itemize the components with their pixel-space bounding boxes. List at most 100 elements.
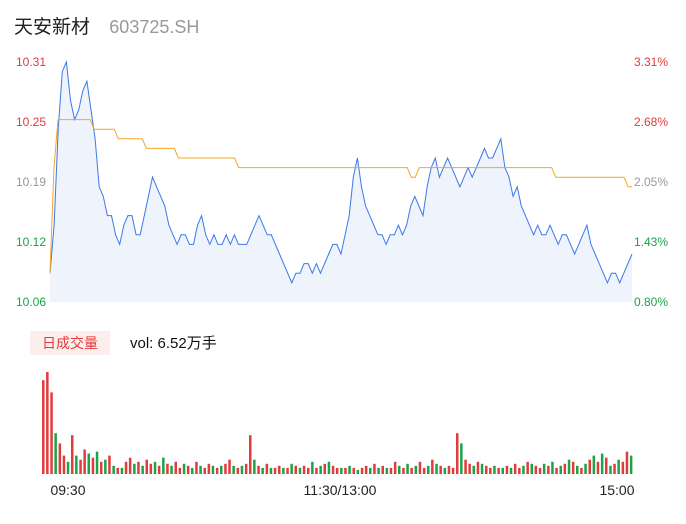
volume-bar (195, 461, 198, 474)
volume-bar (580, 467, 583, 474)
volume-readout: vol: 6.52万手 (130, 335, 217, 352)
volume-bar (402, 467, 405, 474)
volume-bar (50, 392, 53, 474)
volume-bar (592, 455, 596, 474)
volume-bar (393, 461, 397, 474)
volume-bar (199, 465, 202, 474)
volume-bar (493, 465, 496, 474)
daily-volume-tab[interactable]: 日成交量 (30, 331, 110, 355)
volume-bar (240, 465, 244, 474)
volume-bar (327, 461, 331, 474)
volume-bar (584, 463, 587, 474)
volume-bar (149, 463, 153, 474)
volume-bar (431, 459, 434, 474)
volume-bar (344, 467, 347, 474)
volume-bar (406, 463, 409, 474)
right-tick-label: 1.43% (634, 235, 668, 249)
volume-bar (91, 457, 95, 474)
volume-bar (265, 463, 269, 474)
volume-bar (286, 467, 289, 474)
volume-bar (282, 467, 285, 474)
volume-bar (112, 465, 115, 474)
volume-bar (509, 467, 513, 474)
volume-bar (629, 455, 633, 474)
volume-bar (480, 463, 484, 474)
volume-bar (83, 449, 86, 474)
volume-bar (451, 467, 455, 474)
volume-bar (244, 463, 248, 474)
volume-bar (79, 459, 82, 474)
volume-bar (191, 467, 194, 474)
volume-bar (108, 455, 111, 474)
volume-bar (182, 463, 186, 474)
volume-bar (621, 461, 625, 474)
volume-bar (356, 469, 360, 474)
time-tick-label: 09:30 (50, 482, 85, 498)
time-axis-labels: 09:30 11:30/13:00 15:00 (50, 482, 634, 498)
volume-bar (253, 459, 256, 474)
volume-bar (340, 467, 343, 474)
volume-bar (555, 467, 558, 474)
volume-bar (178, 467, 182, 474)
volume-bar (75, 455, 78, 474)
volume-bar (551, 461, 554, 474)
volume-bar (137, 461, 140, 474)
right-axis-labels: 3.31% 2.68% 2.05% 1.43% 0.80% (634, 55, 668, 309)
volume-bar (120, 467, 124, 474)
volume-bar (534, 465, 538, 474)
volume-bar (54, 433, 57, 474)
volume-bar (576, 465, 579, 474)
volume-bar (422, 467, 426, 474)
right-tick-label: 3.31% (634, 55, 668, 69)
volume-bar (373, 463, 376, 474)
volume-bar (530, 463, 533, 474)
volume-bar (464, 459, 467, 474)
volume-bar (315, 467, 318, 474)
volume-bar (207, 463, 211, 474)
volume-bar (447, 465, 451, 474)
right-tick-label: 2.05% (634, 175, 668, 189)
volume-bar (116, 467, 119, 474)
stock-code: 603725.SH (109, 17, 200, 37)
volume-bar (418, 461, 422, 474)
volume-bar (203, 467, 206, 474)
volume-bar (104, 459, 107, 474)
time-tick-label: 11:30/13:00 (304, 482, 377, 498)
volume-bar (228, 459, 231, 474)
volume-bar (472, 465, 475, 474)
volume-bar (46, 372, 49, 474)
volume-bar (323, 463, 326, 474)
volume-bar (162, 457, 165, 474)
left-tick-label: 10.19 (16, 175, 46, 189)
volume-bar (211, 465, 215, 474)
volume-bar (476, 461, 480, 474)
volume-bar (257, 465, 260, 474)
volume-bar (588, 459, 591, 474)
volume-bar (377, 467, 380, 474)
left-tick-label: 10.06 (16, 295, 46, 309)
average-price-line (49, 119, 632, 274)
volume-bars (42, 372, 633, 474)
price-area-shape (50, 62, 632, 302)
volume-bar (215, 467, 219, 474)
volume-bar (166, 463, 169, 474)
volume-bar (331, 465, 335, 474)
volume-bar (278, 465, 281, 474)
volume-bar (414, 465, 418, 474)
volume-bar (381, 465, 384, 474)
volume-bar (352, 467, 355, 474)
volume-bar (505, 465, 509, 474)
volume-bar (513, 463, 517, 474)
volume-bar (290, 463, 293, 474)
volume-bar (443, 467, 447, 474)
volume-bar (133, 463, 136, 474)
volume-bar (141, 465, 144, 474)
volume-bar (567, 459, 571, 474)
volume-bar (547, 465, 550, 474)
volume-bar (497, 467, 500, 474)
volume-bar (220, 465, 223, 474)
volume-bar (307, 467, 310, 474)
stock-title: 天安新材 603725.SH (14, 12, 199, 39)
volume-bar (605, 457, 608, 474)
volume-bar (71, 435, 74, 474)
